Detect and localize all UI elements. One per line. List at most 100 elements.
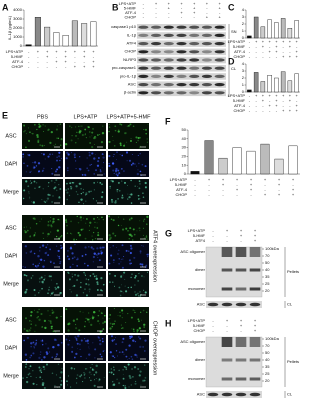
- cell-dot: [102, 317, 104, 319]
- cell-dot: [98, 259, 101, 262]
- band: [235, 247, 247, 257]
- cell-dot: [110, 254, 113, 257]
- cell-dot: [74, 323, 77, 326]
- cell-dot: [143, 276, 145, 278]
- cell-dot: [80, 187, 83, 190]
- band-label: β-actin: [124, 90, 136, 95]
- cell-dot: [27, 154, 29, 156]
- condition-sign: -: [255, 98, 257, 103]
- condition-sign: +: [74, 49, 77, 54]
- cell-dot: [132, 328, 135, 331]
- cell-dot: [51, 372, 54, 375]
- cell-dot: [30, 342, 33, 345]
- cell-dot: [76, 318, 79, 321]
- cell-dot: [83, 262, 86, 265]
- cell-dot: [25, 363, 28, 365]
- condition-sign: -: [46, 64, 48, 69]
- micrograph: [65, 307, 106, 333]
- cell-dot: [91, 145, 94, 149]
- cell-dot: [100, 250, 103, 253]
- band-label: ATF4: [127, 40, 137, 45]
- cell-dot: [116, 189, 119, 191]
- y-tick-label: 0: [184, 171, 187, 176]
- cell-dot: [39, 259, 41, 260]
- cell-dot: [93, 252, 96, 255]
- condition-sign: -: [269, 108, 271, 113]
- cell-dot: [99, 169, 101, 171]
- cell-dot: [52, 345, 55, 349]
- cell-dot: [66, 191, 69, 194]
- cell-dot: [143, 289, 145, 291]
- cell-dot: [133, 330, 135, 333]
- cell-dot: [71, 182, 74, 184]
- cell-dot: [39, 144, 42, 147]
- cell-dot: [108, 215, 111, 218]
- cell-dot: [60, 235, 63, 237]
- cell-dot: [101, 191, 104, 194]
- condition-sign: +: [295, 39, 298, 44]
- cell-dot: [65, 221, 68, 224]
- bar: [274, 158, 284, 175]
- cell-dot: [80, 198, 83, 201]
- cell-dot: [112, 155, 114, 157]
- y-tick-label: 30: [182, 145, 187, 150]
- cell-dot: [84, 373, 86, 375]
- cell-dot: [29, 356, 32, 359]
- cell-dot: [94, 221, 96, 223]
- cell-dot: [30, 314, 33, 317]
- cell-dot: [110, 368, 113, 370]
- cell-dot: [25, 359, 28, 361]
- condition-label: CHOP: [193, 328, 205, 333]
- cell-dot: [78, 182, 81, 185]
- cell-dot: [112, 355, 115, 358]
- cell-dot: [114, 234, 117, 237]
- cell-dot: [89, 317, 91, 319]
- cell-dot: [27, 127, 29, 129]
- cell-dot: [29, 365, 32, 368]
- condition-sign: -: [46, 59, 48, 64]
- cell-dot: [136, 172, 140, 176]
- condition-sign: -: [262, 108, 264, 113]
- condition-sign: -: [269, 98, 271, 103]
- cell-dot: [77, 334, 80, 338]
- cell-dot: [93, 379, 96, 381]
- cell-dot: [56, 159, 58, 162]
- cell-dot: [117, 198, 119, 200]
- condition-sign: -: [249, 93, 251, 98]
- cell-dot: [114, 125, 117, 128]
- cell-dot: [73, 154, 76, 157]
- cell-dot: [58, 151, 61, 154]
- cell-dot: [36, 317, 38, 319]
- cell-dot: [50, 217, 52, 218]
- bar: [246, 150, 256, 175]
- cell-dot: [101, 153, 104, 156]
- cell-dot: [47, 155, 50, 158]
- condition-sign: +: [193, 10, 196, 15]
- cell-dot: [127, 286, 129, 289]
- cell-dot: [41, 287, 43, 290]
- condition-sign: -: [249, 98, 251, 103]
- cell-dot: [55, 353, 59, 356]
- micrograph: [65, 363, 106, 389]
- cell-dot: [83, 271, 85, 274]
- condition-sign: -: [226, 238, 228, 243]
- cell-dot: [75, 160, 77, 162]
- cell-dot: [135, 354, 138, 357]
- band: [235, 358, 247, 362]
- cell-dot: [123, 144, 126, 147]
- cell-dot: [30, 345, 32, 348]
- cell-dot: [100, 312, 102, 314]
- cell-dot: [35, 181, 38, 184]
- condition-sign: -: [194, 192, 196, 197]
- condition-sign: +: [289, 54, 292, 59]
- cell-dot: [58, 196, 61, 198]
- cell-dot: [132, 309, 134, 311]
- cell-dot: [142, 309, 145, 312]
- condition-sign: +: [295, 93, 298, 98]
- cell-dot: [34, 330, 36, 332]
- cell-dot: [84, 134, 86, 136]
- cell-dot: [136, 292, 139, 295]
- cell-dot: [97, 336, 101, 339]
- cell-dot: [98, 378, 101, 381]
- bar: [53, 32, 60, 47]
